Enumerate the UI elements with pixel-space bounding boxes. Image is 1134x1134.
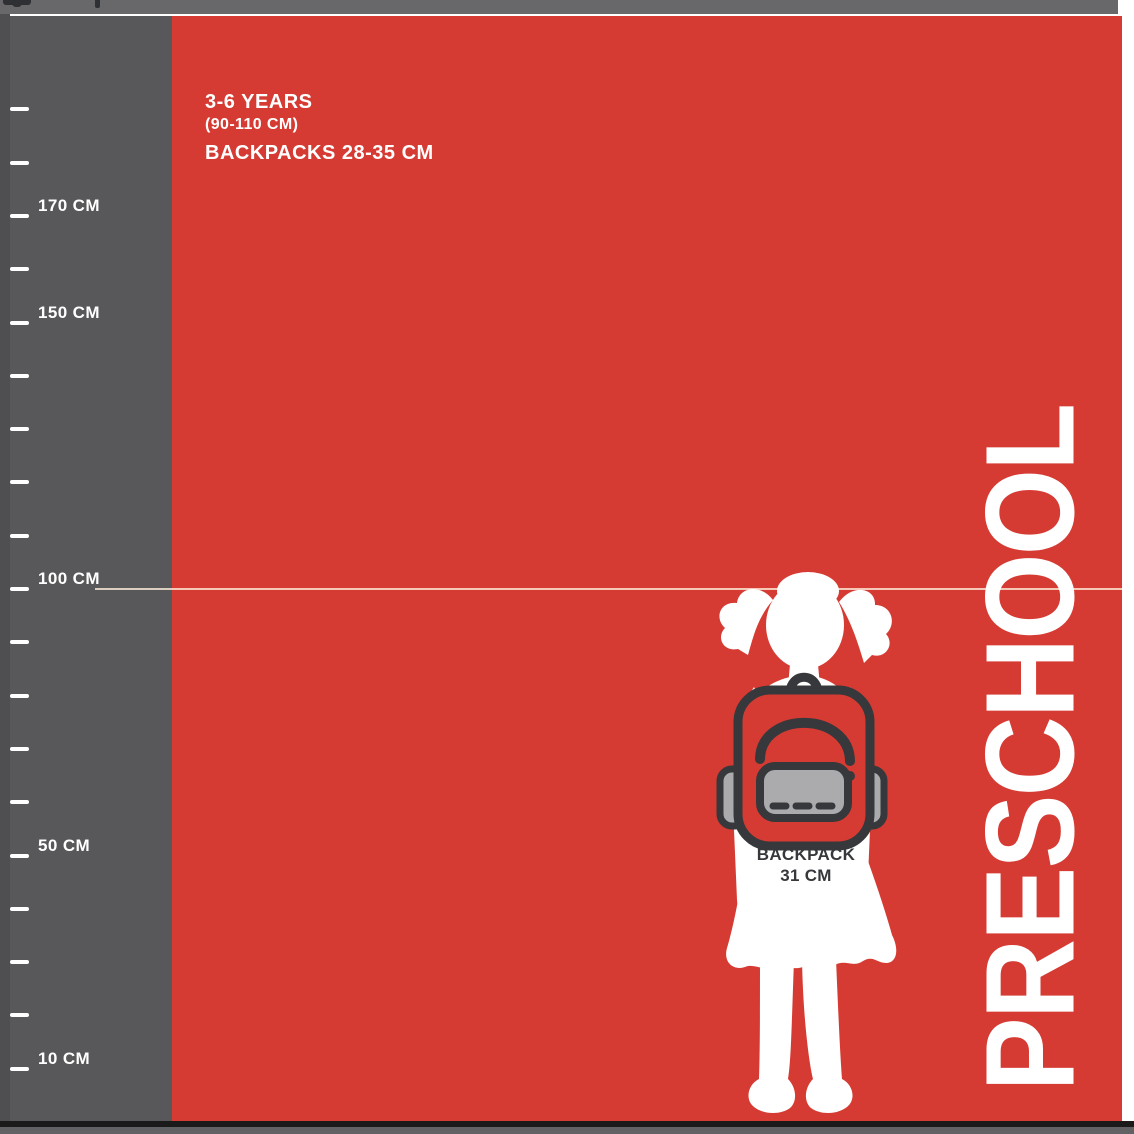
ruler-tick [10, 373, 29, 378]
backpack-strap-arc [755, 717, 855, 766]
figure-caption: BACKPACK 31 CM [706, 844, 906, 886]
skirt [726, 817, 897, 969]
ruler-tick [10, 853, 29, 858]
ruler-tick-label: 150 CM [38, 302, 100, 322]
height-range-label: (90-110 CM) [205, 116, 299, 133]
ruler-tick [10, 427, 29, 432]
ruler-tick [10, 160, 29, 165]
ruler-tick [10, 640, 29, 645]
right-pigtail [839, 589, 892, 663]
left-pigtail [719, 588, 773, 655]
red-background-panel [172, 16, 1122, 1121]
left-leg-foot [748, 959, 796, 1114]
ruler-tick [10, 960, 29, 965]
backpack-range-label: BACKPACKS 28-35 CM [205, 142, 434, 164]
header-block: 3-6 YEARS (90-110 CM) BACKPACKS 28-35 CM [205, 90, 434, 165]
category-label: PRESCHOOL [959, 404, 1101, 1092]
clipped-text-fragment [95, 0, 100, 8]
right-leg-foot [802, 959, 853, 1114]
backpack-front-pocket [756, 762, 852, 822]
ruler-tick [10, 1013, 29, 1018]
ruler-tick-label: 50 CM [38, 835, 91, 855]
ruler-tick [10, 746, 29, 751]
ruler-tick [10, 267, 29, 272]
clipped-text-fragment [12, 0, 22, 7]
ruler-tick [10, 693, 29, 698]
caption-item-label: BACKPACK [756, 845, 856, 864]
ruler-tick [10, 587, 29, 591]
ruler-tick [10, 533, 29, 538]
ruler-tick-label: 10 CM [38, 1048, 91, 1068]
ruler-tick [10, 107, 29, 112]
window-bottom-bar [0, 1127, 1134, 1134]
caption-size-label: 31 CM [780, 866, 832, 885]
window-left-frame [0, 14, 10, 1127]
ruler-tick [10, 320, 29, 325]
backpack-icon [716, 672, 888, 851]
child-figure [716, 572, 897, 1114]
ruler-tick [10, 1066, 29, 1071]
ruler-panel [10, 16, 172, 1121]
window-bottom-edge [0, 1121, 1134, 1127]
ruler-tick [10, 800, 29, 805]
ruler-tick-label: 100 CM [38, 569, 100, 588]
height-guide-line [95, 588, 1122, 590]
ruler-tick [10, 906, 29, 911]
window-top-bar [0, 0, 1118, 14]
head [766, 581, 844, 669]
ruler-tick-label: 170 CM [38, 195, 100, 215]
ruler-tick [10, 213, 29, 218]
ruler-tick [10, 480, 29, 485]
age-range-label: 3-6 YEARS [205, 91, 313, 113]
